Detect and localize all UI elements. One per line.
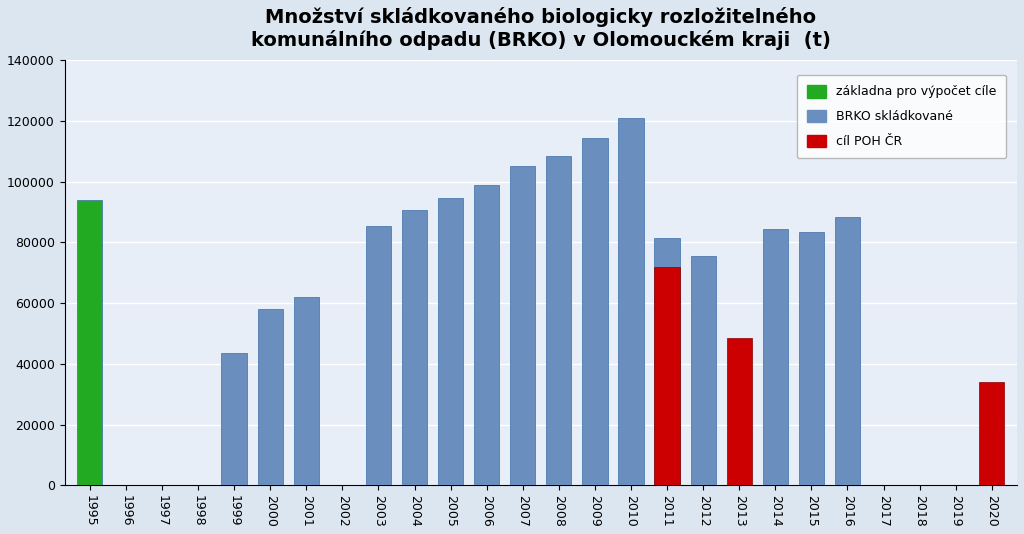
Bar — [799, 232, 824, 485]
Bar — [258, 309, 283, 485]
Bar — [654, 266, 680, 485]
Bar — [510, 167, 536, 485]
Bar — [979, 382, 1005, 485]
Bar — [727, 338, 752, 485]
Bar — [77, 200, 102, 485]
Bar — [763, 229, 787, 485]
Bar — [654, 238, 680, 485]
Bar — [294, 297, 318, 485]
Bar — [401, 210, 427, 485]
Bar — [438, 198, 463, 485]
Bar — [583, 138, 607, 485]
Title: Množství skládkovaného biologicky rozložitelného
komunálního odpadu (BRKO) v Olo: Množství skládkovaného biologicky rozlož… — [251, 7, 830, 50]
Legend: základna pro výpočet cíle, BRKO skládkované, cíl POH ČR: základna pro výpočet cíle, BRKO skládkov… — [797, 75, 1006, 158]
Bar — [618, 118, 644, 485]
Bar — [221, 354, 247, 485]
Bar — [835, 216, 860, 485]
Bar — [690, 256, 716, 485]
Bar — [474, 185, 500, 485]
Bar — [366, 226, 391, 485]
Bar — [546, 156, 571, 485]
